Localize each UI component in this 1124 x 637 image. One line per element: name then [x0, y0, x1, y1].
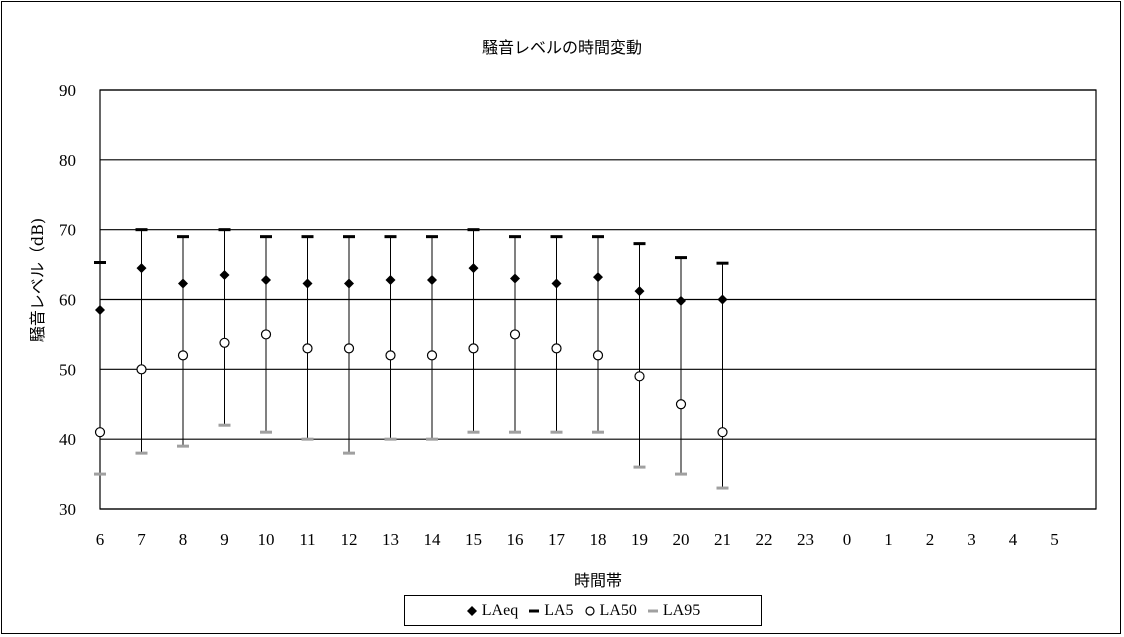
- x-tick-label-14: 14: [424, 530, 442, 549]
- x-tick-label-1: 1: [884, 530, 893, 549]
- laeq-point-12: [344, 278, 354, 289]
- legend-item-laeq: LAeq: [466, 602, 518, 620]
- la50-point-21: [717, 427, 728, 438]
- y-tick-label-80: 80: [59, 151, 76, 170]
- x-tick-label-5: 5: [1050, 530, 1059, 549]
- x-tick-label-0: 0: [843, 530, 852, 549]
- legend-item-la95: LA95: [647, 602, 700, 620]
- laeq-point-11: [302, 278, 313, 289]
- la50-point-18: [592, 350, 604, 361]
- x-tick-label-10: 10: [258, 530, 275, 549]
- laeq-point-21: [717, 294, 728, 305]
- y-tick-label-70: 70: [59, 221, 76, 240]
- x-tick-label-22: 22: [756, 530, 773, 549]
- la50-point-10: [260, 329, 272, 340]
- laeq-point-15: [468, 263, 479, 274]
- open-circle-icon: [584, 605, 595, 616]
- legend-label-la95: LA95: [662, 601, 701, 619]
- x-tick-label-21: 21: [714, 530, 731, 549]
- la50-point-9: [219, 337, 230, 348]
- laeq-point-16: [510, 273, 520, 284]
- x-tick-label-13: 13: [382, 530, 399, 549]
- la50-point-12: [343, 343, 355, 354]
- x-tick-label-17: 17: [548, 530, 566, 549]
- filled-diamond-icon: [466, 605, 477, 616]
- la50-point-19: [634, 371, 645, 382]
- x-axis-label: 時間帯: [573, 571, 622, 590]
- laeq-point-18: [593, 272, 603, 283]
- x-tick-label-8: 8: [179, 530, 188, 549]
- x-tick-label-3: 3: [967, 530, 976, 549]
- y-tick-label-90: 90: [59, 81, 76, 100]
- la50-point-14: [426, 350, 438, 361]
- y-tick-label-50: 50: [59, 360, 76, 379]
- legend: LAeq LA5 LA50 LA95: [404, 595, 762, 626]
- legend-label-la50: LA50: [599, 601, 637, 619]
- x-tick-label-2: 2: [926, 530, 935, 549]
- black-dash-icon: [529, 609, 540, 612]
- x-tick-label-7: 7: [137, 530, 146, 549]
- legend-item-la50: LA50: [584, 602, 637, 620]
- x-tick-label-23: 23: [797, 530, 814, 549]
- la50-point-8: [177, 350, 189, 361]
- y-tick-label-30: 30: [59, 500, 76, 519]
- x-tick-label-4: 4: [1009, 530, 1018, 549]
- legend-label-laeq: LAeq: [481, 601, 519, 619]
- gray-dash-icon: [647, 609, 658, 612]
- x-tick-label-11: 11: [299, 530, 315, 549]
- x-tick-label-15: 15: [465, 530, 482, 549]
- x-tick-label-12: 12: [341, 530, 358, 549]
- la50-point-13: [385, 350, 396, 361]
- y-tick-label-60: 60: [59, 291, 76, 310]
- laeq-point-7: [136, 263, 147, 274]
- x-tick-label-16: 16: [507, 530, 524, 549]
- laeq-point-14: [427, 274, 437, 285]
- la50-point-16: [509, 329, 521, 340]
- laeq-point-10: [261, 274, 271, 285]
- la50-point-7: [136, 364, 147, 375]
- legend-label-la5: LA5: [544, 601, 574, 619]
- laeq-point-20: [676, 295, 686, 306]
- x-tick-label-18: 18: [590, 530, 607, 549]
- laeq-point-6: [95, 304, 105, 315]
- laeq-point-8: [178, 278, 188, 289]
- legend-item-la5: LA5: [528, 601, 574, 620]
- laeq-point-19: [634, 286, 645, 297]
- x-tick-label-9: 9: [220, 530, 229, 549]
- la50-point-11: [302, 343, 313, 354]
- x-tick-label-19: 19: [631, 530, 648, 549]
- laeq-point-9: [219, 270, 230, 281]
- x-tick-label-6: 6: [96, 530, 105, 549]
- la50-point-15: [468, 343, 479, 354]
- x-tick-label-20: 20: [673, 530, 690, 549]
- chart-title: 騒音レベルの時間変動: [481, 38, 642, 57]
- laeq-point-17: [551, 278, 562, 289]
- la50-point-17: [551, 343, 562, 354]
- la50-point-20: [675, 399, 687, 410]
- la50-point-6: [94, 427, 106, 438]
- y-tick-label-40: 40: [59, 430, 76, 449]
- laeq-point-13: [385, 274, 396, 285]
